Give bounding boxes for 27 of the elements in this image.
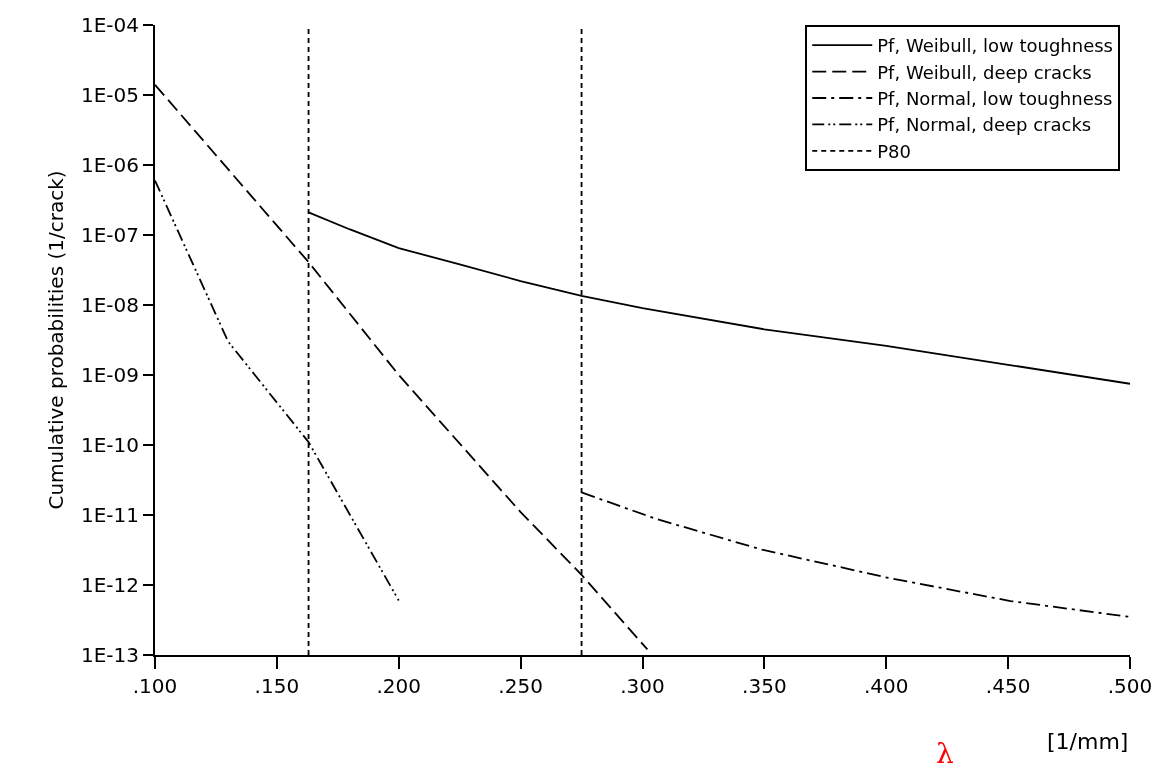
y-tick-label: 1E-11 <box>80 503 139 527</box>
x-tick-label: .100 <box>132 674 178 698</box>
legend-label: Pf, Weibull, deep cracks <box>877 61 1092 83</box>
x-tick-label: .250 <box>498 674 543 698</box>
x-tick-label: .400 <box>863 674 909 698</box>
y-tick-label: 1E-13 <box>80 643 139 667</box>
text: λ <box>936 737 954 770</box>
legend-label: Pf, Normal, deep cracks <box>877 114 1092 136</box>
x-tick-label: .150 <box>254 674 300 698</box>
y-tick-label: 1E-10 <box>80 433 139 457</box>
x-tick-label: .450 <box>985 674 1031 698</box>
y-tick-label: 1E-09 <box>80 363 139 387</box>
x-axis-title: [1/mm] <box>1047 729 1129 754</box>
legend-label: Pf, Weibull, low toughness <box>877 35 1113 57</box>
x-tick-label: .200 <box>376 674 422 698</box>
x-tick-label: .350 <box>742 674 787 698</box>
x-tick-label: .300 <box>620 674 665 698</box>
y-tick-label: 1E-12 <box>80 573 139 597</box>
y-tick-label: 1E-04 <box>80 13 139 37</box>
y-axis-title: Cumulative probabilities (1/crack) <box>43 170 68 510</box>
legend-label: P80 <box>877 140 912 162</box>
y-tick-label: 1E-08 <box>80 293 139 317</box>
y-tick-label: 1E-07 <box>80 223 139 247</box>
legend-label: Pf, Normal, low toughness <box>877 88 1113 110</box>
y-tick-label: 1E-06 <box>80 153 139 177</box>
x-tick-label: .500 <box>1107 674 1153 698</box>
y-tick-label: 1E-05 <box>80 83 139 107</box>
